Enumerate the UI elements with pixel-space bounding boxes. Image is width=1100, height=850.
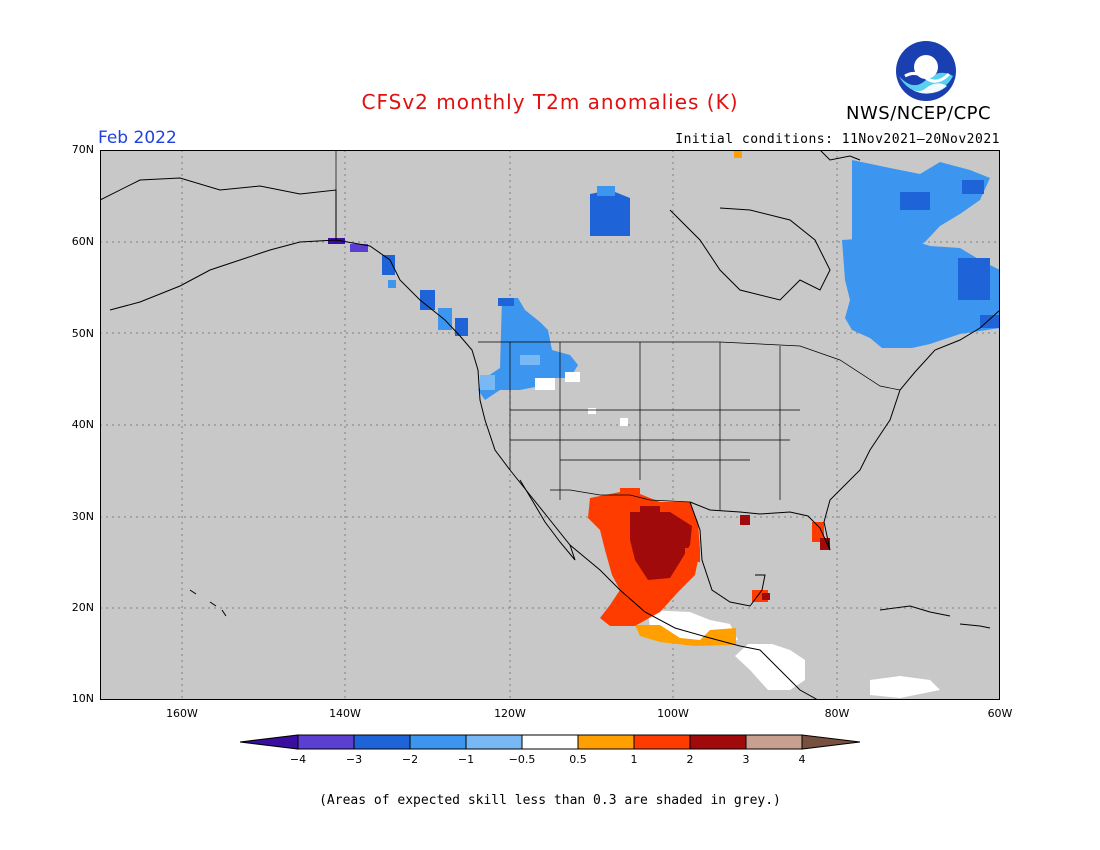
noaa-logo [895,40,957,102]
colorbar-arrow-high [801,734,861,750]
colorbar-swatch [521,734,579,750]
warm-anomaly-patches [588,488,940,698]
colorbar-swatch [577,734,635,750]
anomaly-map [99,149,1001,704]
colorbar-swatch [465,734,523,750]
colorbar-swatch [297,734,355,750]
colorbar-swatch [633,734,691,750]
colorbar-tick-label: −2 [401,753,419,766]
colorbar-tick-label: −3 [345,753,363,766]
cold-anomaly-patches [328,150,1000,426]
lon-label: 80W [824,707,850,720]
lat-label: 60N [71,235,94,248]
map-title: CFSv2 monthly T2m anomalies (K) [361,90,739,114]
agency-label: NWS/NCEP/CPC [846,103,992,124]
colorbar-swatch [409,734,467,750]
colorbar-arrow-low [239,734,299,750]
colorbar-tick-label: −1 [457,753,475,766]
coastlines [99,149,1001,701]
colorbar-swatch [689,734,747,750]
footnote: (Areas of expected skill less than 0.3 a… [319,793,781,808]
lat-label: 20N [71,601,94,614]
colorbar [239,734,862,754]
lat-label: 70N [71,143,94,156]
colorbar-tick-label: 3 [742,753,750,766]
lon-label: 160W [166,707,198,720]
lat-label: 50N [71,327,94,340]
colorbar-tick-label: −0.5 [508,753,536,766]
lon-label: 120W [494,707,526,720]
colorbar-tick-label: −4 [289,753,307,766]
lon-label: 60W [987,707,1013,720]
forecast-month: Feb 2022 [98,128,177,148]
initial-conditions: Initial conditions: 11Nov2021–20Nov2021 [675,132,1000,147]
lon-label: 140W [329,707,361,720]
colorbar-tick-label: 2 [686,753,694,766]
colorbar-swatch [745,734,803,750]
colorbar-tick-label: 1 [630,753,638,766]
lat-label: 30N [71,510,94,523]
colorbar-tick-label: 4 [798,753,806,766]
colorbar-swatch [353,734,411,750]
lon-label: 100W [657,707,689,720]
lat-label: 40N [71,418,94,431]
lat-label: 10N [71,692,94,705]
colorbar-tick-label: 0.5 [569,753,587,766]
borders [335,150,901,510]
